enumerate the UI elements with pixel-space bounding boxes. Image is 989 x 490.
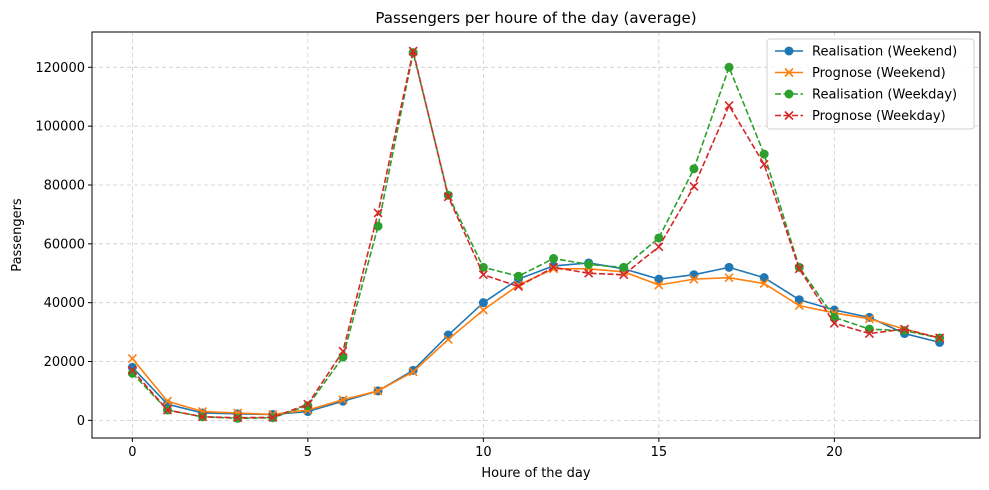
data-point <box>759 159 769 169</box>
plot-frame <box>91 31 981 439</box>
data-point <box>724 100 734 111</box>
data-point <box>338 346 348 356</box>
series-line <box>131 50 940 419</box>
y-tick-label: 80000 <box>44 178 85 193</box>
data-point <box>689 274 699 284</box>
legend-item: Realisation (Weekday) <box>775 88 957 103</box>
legend-marker <box>784 46 794 56</box>
data-point <box>759 273 769 283</box>
data-point <box>548 264 559 274</box>
data-point <box>443 192 453 202</box>
data-point <box>303 401 313 411</box>
legend-label: Realisation (Weekend) <box>812 45 957 60</box>
data-point <box>127 353 137 364</box>
data-point <box>794 264 804 274</box>
series-1 <box>127 258 945 419</box>
series-4 <box>127 46 945 423</box>
data-point <box>689 181 699 192</box>
legend-label: Prognose (Weekday) <box>812 109 946 124</box>
data-point <box>689 270 699 280</box>
data-point <box>127 368 137 378</box>
data-point <box>373 386 383 396</box>
data-point <box>443 334 453 345</box>
data-point <box>162 396 173 406</box>
data-point <box>724 273 734 283</box>
data-point <box>619 262 629 272</box>
data-point <box>373 208 383 218</box>
data-point <box>233 413 243 423</box>
y-tick-label: 20000 <box>44 355 85 370</box>
x-tick-label: 15 <box>651 445 668 460</box>
data-point <box>829 318 839 328</box>
data-point <box>654 242 664 252</box>
data-point <box>759 278 769 289</box>
data-point <box>513 280 524 290</box>
data-point <box>724 62 734 72</box>
data-point <box>478 262 488 272</box>
data-point <box>478 270 488 280</box>
axis-ticks: 0 5 10 15 20 0 20000 40000 60000 80000 100000 12000… <box>35 61 842 460</box>
y-axis-label: Passengers <box>10 198 25 272</box>
y-tick-label: 0 <box>77 414 85 429</box>
data-point <box>900 326 910 336</box>
data-point <box>443 330 453 340</box>
legend-item: Prognose (Weekday) <box>775 109 946 124</box>
data-point <box>548 262 559 272</box>
data-point <box>794 301 804 311</box>
y-tick-label: 40000 <box>44 296 85 311</box>
legend-marker <box>784 110 794 121</box>
x-tick-label: 10 <box>475 445 492 460</box>
data-point <box>899 324 910 334</box>
series-line <box>131 268 940 416</box>
data-point <box>794 295 804 305</box>
series-2 <box>127 264 945 420</box>
data-point <box>689 164 699 174</box>
data-point <box>724 262 734 272</box>
data-point <box>478 305 488 315</box>
data-point <box>864 314 875 324</box>
data-point <box>549 254 559 264</box>
data-point <box>584 259 594 269</box>
y-tick-label: 60000 <box>44 237 85 252</box>
data-point <box>338 395 348 405</box>
chart-title: Passengers per houre of the day (average… <box>375 9 696 27</box>
legend: Realisation (Weekend) Prognose (Weekend) R… <box>766 38 975 130</box>
legend-box <box>766 38 975 130</box>
data-point <box>935 333 945 343</box>
data-point <box>408 46 418 56</box>
data-point <box>829 312 839 322</box>
data-point <box>654 280 664 290</box>
data-point <box>162 405 173 415</box>
legend-item: Realisation (Weekend) <box>775 45 957 60</box>
y-tick-label: 120000 <box>35 61 85 76</box>
x-tick-label: 20 <box>826 445 843 460</box>
data-point <box>303 399 313 409</box>
legend-label: Prognose (Weekend) <box>812 66 946 81</box>
x-tick-label: 5 <box>304 445 312 460</box>
series-layer <box>127 46 945 423</box>
data-point <box>127 365 137 375</box>
legend-item: Prognose (Weekend) <box>775 66 946 81</box>
x-tick-label: 0 <box>128 445 136 460</box>
data-point <box>619 270 629 280</box>
data-point <box>513 271 523 281</box>
data-point <box>864 328 875 339</box>
y-tick-label: 100000 <box>35 120 85 135</box>
data-point <box>268 412 278 422</box>
legend-marker <box>784 67 794 78</box>
data-point <box>654 274 664 284</box>
legend-label: Realisation (Weekday) <box>812 88 957 103</box>
data-point <box>513 281 524 292</box>
legend-marker <box>784 89 794 99</box>
data-point <box>408 367 418 377</box>
data-point <box>478 298 488 308</box>
series-line <box>131 262 940 416</box>
data-point <box>759 149 769 159</box>
data-point <box>197 412 208 422</box>
data-point <box>654 233 664 243</box>
data-point <box>584 268 594 278</box>
x-axis-label: Houre of the day <box>481 466 591 481</box>
